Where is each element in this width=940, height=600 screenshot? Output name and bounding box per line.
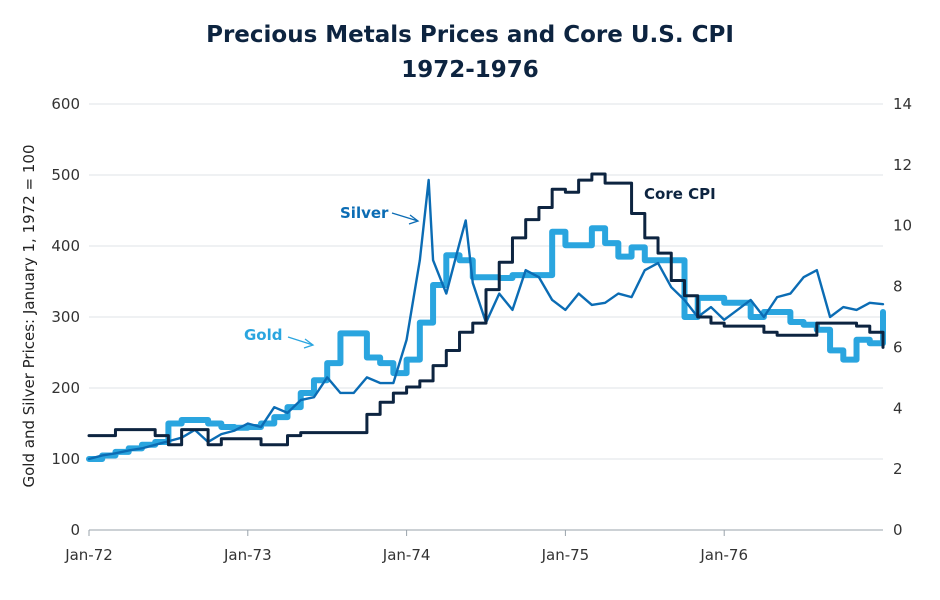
y-tick-label: 300 <box>51 308 80 326</box>
x-tick-label: Jan-75 <box>541 546 590 564</box>
x-tick-label: Jan-73 <box>223 546 272 564</box>
y2-tick-label: 8 <box>893 278 903 296</box>
arrow-icon <box>391 212 420 225</box>
y-tick-label: 600 <box>51 95 80 113</box>
series-core-cpi <box>87 172 885 447</box>
annotation-core-cpi: Core CPI <box>644 185 716 203</box>
x-tick-label: Jan-74 <box>382 546 431 564</box>
y2-tick-label: 0 <box>893 521 903 539</box>
y-tick-label: 100 <box>51 450 80 468</box>
y2-tick-label: 14 <box>893 95 912 113</box>
annotation-gold: Gold <box>244 326 283 344</box>
annotation-silver: Silver <box>340 204 389 222</box>
y-tick-label: 500 <box>51 166 80 184</box>
y2-tick-label: 12 <box>893 156 912 174</box>
series-silver <box>87 178 885 461</box>
y-axis-label: Gold and Silver Prices: January 1, 1972 … <box>20 145 38 488</box>
arrow-icon <box>287 336 315 349</box>
chart-title: Precious Metals Prices and Core U.S. CPI <box>206 22 734 48</box>
x-tick-label: Jan-72 <box>64 546 113 564</box>
chart-subtitle: 1972-1976 <box>401 57 539 83</box>
y2-tick-label: 10 <box>893 217 912 235</box>
y-tick-label: 200 <box>51 379 80 397</box>
x-tick-label: Jan-76 <box>699 546 748 564</box>
y2-tick-label: 2 <box>893 460 903 478</box>
y2-tick-label: 4 <box>893 399 903 417</box>
y-tick-label: 400 <box>51 237 80 255</box>
y2-tick-label: 6 <box>893 338 903 356</box>
y-tick-label: 0 <box>70 521 80 539</box>
series-gold <box>86 225 886 462</box>
